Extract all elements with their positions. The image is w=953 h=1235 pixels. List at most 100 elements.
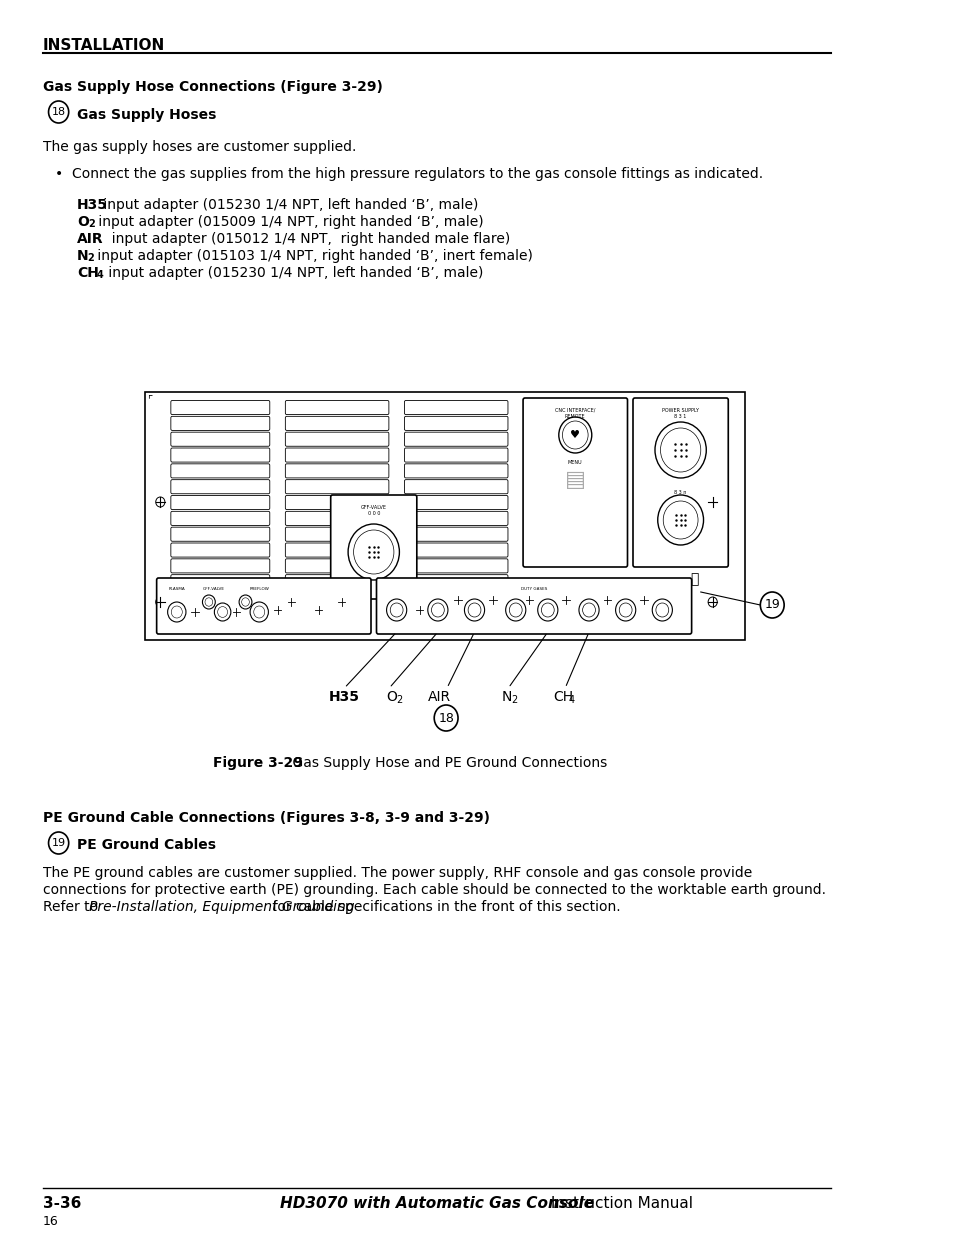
FancyBboxPatch shape: [404, 543, 507, 557]
Text: O: O: [386, 690, 397, 704]
FancyBboxPatch shape: [522, 398, 627, 567]
FancyBboxPatch shape: [404, 416, 507, 431]
FancyBboxPatch shape: [285, 495, 389, 510]
Text: 18: 18: [437, 711, 454, 725]
Text: 8 3 1: 8 3 1: [674, 414, 686, 419]
Text: CH: CH: [553, 690, 573, 704]
FancyBboxPatch shape: [285, 527, 389, 541]
Text: Instruction Manual: Instruction Manual: [545, 1195, 692, 1212]
FancyBboxPatch shape: [285, 464, 389, 478]
FancyBboxPatch shape: [404, 495, 507, 510]
Text: ♥: ♥: [570, 430, 579, 440]
Text: 2: 2: [396, 695, 402, 705]
Text: HD3070 with Automatic Gas Console: HD3070 with Automatic Gas Console: [279, 1195, 594, 1212]
FancyBboxPatch shape: [285, 511, 389, 525]
Text: AIR: AIR: [77, 232, 104, 246]
FancyBboxPatch shape: [171, 511, 270, 525]
FancyBboxPatch shape: [633, 398, 727, 567]
FancyBboxPatch shape: [171, 574, 270, 589]
Text: GFF-VALVE: GFF-VALVE: [360, 505, 386, 510]
Bar: [145, 391, 744, 640]
Text: 4: 4: [97, 270, 104, 280]
Text: 2: 2: [88, 219, 94, 228]
Text: CH: CH: [77, 266, 99, 280]
FancyBboxPatch shape: [404, 432, 507, 446]
FancyBboxPatch shape: [171, 527, 270, 541]
Text: CNC INTERFACE/: CNC INTERFACE/: [555, 408, 595, 412]
FancyBboxPatch shape: [404, 558, 507, 573]
Text: 2: 2: [511, 695, 517, 705]
Text: REMOTE: REMOTE: [564, 414, 585, 419]
FancyBboxPatch shape: [285, 543, 389, 557]
FancyBboxPatch shape: [404, 527, 507, 541]
Text: 4: 4: [568, 695, 575, 705]
Text: Pre-Installation, Equipment Grounding: Pre-Installation, Equipment Grounding: [89, 900, 354, 914]
Text: N: N: [501, 690, 512, 704]
FancyBboxPatch shape: [285, 432, 389, 446]
Text: H35: H35: [77, 198, 108, 212]
Text: PREFLOW: PREFLOW: [249, 587, 269, 592]
FancyBboxPatch shape: [171, 495, 270, 510]
Text: 19: 19: [763, 599, 780, 611]
FancyBboxPatch shape: [376, 578, 691, 634]
FancyBboxPatch shape: [404, 511, 507, 525]
FancyBboxPatch shape: [171, 400, 270, 415]
Text: The PE ground cables are customer supplied. The power supply, RHF console and ga: The PE ground cables are customer suppli…: [43, 866, 752, 881]
FancyBboxPatch shape: [171, 543, 270, 557]
FancyBboxPatch shape: [404, 448, 507, 462]
Text: 19: 19: [51, 839, 66, 848]
FancyBboxPatch shape: [171, 464, 270, 478]
Text: POWER SUPPLY: POWER SUPPLY: [661, 408, 699, 412]
Text: 3-36: 3-36: [43, 1195, 81, 1212]
Text: for cable specifications in the front of this section.: for cable specifications in the front of…: [268, 900, 620, 914]
Text: input adapter (015009 1/4 NPT, right handed ‘B’, male): input adapter (015009 1/4 NPT, right han…: [94, 215, 483, 228]
FancyBboxPatch shape: [404, 464, 507, 478]
Text: MENU: MENU: [567, 459, 582, 466]
FancyBboxPatch shape: [285, 574, 389, 589]
Text: PLASMA: PLASMA: [169, 587, 185, 592]
FancyBboxPatch shape: [285, 448, 389, 462]
Text: input adapter (015012 1/4 NPT,  right handed male flare): input adapter (015012 1/4 NPT, right han…: [103, 232, 509, 246]
Text: The gas supply hoses are customer supplied.: The gas supply hoses are customer suppli…: [43, 140, 356, 154]
FancyBboxPatch shape: [285, 558, 389, 573]
FancyBboxPatch shape: [171, 416, 270, 431]
FancyBboxPatch shape: [404, 400, 507, 415]
Text: Gas Supply Hoses: Gas Supply Hoses: [77, 107, 216, 122]
Text: 0 0 0: 0 0 0: [367, 511, 379, 516]
Text: GFF-VALVE: GFF-VALVE: [202, 587, 224, 592]
FancyBboxPatch shape: [171, 479, 270, 494]
Text: AIR: AIR: [428, 690, 451, 704]
Text: DUTY GASES: DUTY GASES: [520, 587, 547, 592]
FancyBboxPatch shape: [285, 479, 389, 494]
Text: input adapter (015230 1/4 NPT, left handed ‘B’, male): input adapter (015230 1/4 NPT, left hand…: [99, 198, 477, 212]
Text: O: O: [77, 215, 89, 228]
FancyBboxPatch shape: [331, 495, 416, 599]
Text: PE Ground Cable Connections (Figures 3-8, 3-9 and 3-29): PE Ground Cable Connections (Figures 3-8…: [43, 811, 490, 825]
Text: 8 3 n: 8 3 n: [674, 490, 686, 495]
Text: Gas Supply Hose Connections (Figure 3-29): Gas Supply Hose Connections (Figure 3-29…: [43, 80, 382, 94]
Text: PE Ground Cables: PE Ground Cables: [77, 839, 215, 852]
FancyBboxPatch shape: [285, 400, 389, 415]
FancyBboxPatch shape: [404, 479, 507, 494]
Text: 18: 18: [51, 107, 66, 117]
FancyBboxPatch shape: [156, 578, 371, 634]
Text: ⏚: ⏚: [689, 572, 698, 585]
Text: N: N: [77, 249, 89, 263]
Text: ⌜: ⌜: [147, 394, 152, 404]
FancyBboxPatch shape: [285, 416, 389, 431]
Text: Figure 3-29: Figure 3-29: [213, 756, 302, 769]
Text: input adapter (015103 1/4 NPT, right handed ‘B’, inert female): input adapter (015103 1/4 NPT, right han…: [93, 249, 533, 263]
Text: 2: 2: [87, 253, 93, 263]
FancyBboxPatch shape: [171, 558, 270, 573]
FancyBboxPatch shape: [404, 574, 507, 589]
Text: 16: 16: [43, 1215, 59, 1228]
Text: INSTALLATION: INSTALLATION: [43, 38, 165, 53]
Text: •  Connect the gas supplies from the high pressure regulators to the gas console: • Connect the gas supplies from the high…: [55, 167, 762, 182]
Text: ▤: ▤: [564, 471, 585, 490]
Text: connections for protective earth (PE) grounding. Each cable should be connected : connections for protective earth (PE) gr…: [43, 883, 825, 897]
Text: Gas Supply Hose and PE Ground Connections: Gas Supply Hose and PE Ground Connection…: [274, 756, 606, 769]
FancyBboxPatch shape: [171, 448, 270, 462]
FancyBboxPatch shape: [171, 432, 270, 446]
Text: Refer to: Refer to: [43, 900, 103, 914]
Text: H35: H35: [329, 690, 359, 704]
